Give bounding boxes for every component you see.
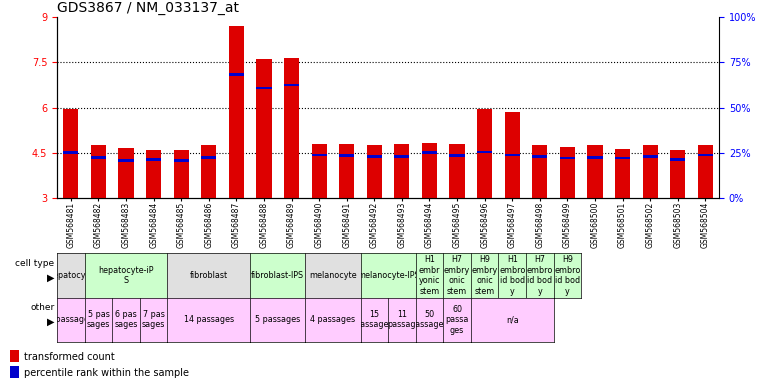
- Bar: [698, 145, 713, 198]
- Bar: [477, 109, 492, 198]
- Text: melanocyte: melanocyte: [309, 271, 357, 280]
- Bar: [311, 144, 326, 198]
- Bar: [10, 366, 19, 379]
- Text: GDS3867 / NM_033137_at: GDS3867 / NM_033137_at: [57, 1, 239, 15]
- Bar: [670, 150, 686, 198]
- Bar: [256, 60, 272, 198]
- Text: 5 passages: 5 passages: [255, 315, 301, 324]
- Text: 15
passages: 15 passages: [355, 310, 393, 329]
- Bar: [339, 154, 355, 157]
- Bar: [119, 148, 134, 198]
- Bar: [119, 159, 134, 162]
- Bar: [10, 350, 19, 362]
- Bar: [450, 144, 465, 198]
- Text: cell type: cell type: [15, 259, 55, 268]
- Bar: [587, 156, 603, 159]
- Bar: [339, 144, 355, 198]
- Text: melanocyte-IPS: melanocyte-IPS: [357, 271, 419, 280]
- Bar: [146, 150, 161, 198]
- Text: ▶: ▶: [47, 273, 55, 283]
- Bar: [91, 145, 106, 198]
- Bar: [615, 157, 630, 159]
- Text: hepatocyte-iP
S: hepatocyte-iP S: [98, 266, 154, 285]
- Bar: [201, 145, 216, 198]
- Bar: [450, 154, 465, 157]
- Text: H7
embro
id bod
y: H7 embro id bod y: [527, 255, 553, 296]
- Text: H1
embro
id bod
y: H1 embro id bod y: [499, 255, 525, 296]
- Bar: [560, 157, 575, 159]
- Text: other: other: [30, 303, 55, 312]
- Text: 0 passages: 0 passages: [48, 315, 94, 324]
- Bar: [367, 145, 382, 198]
- Bar: [146, 158, 161, 161]
- Bar: [91, 156, 106, 159]
- Bar: [615, 149, 630, 198]
- Bar: [284, 84, 299, 86]
- Bar: [477, 151, 492, 153]
- Bar: [532, 145, 547, 198]
- Bar: [174, 150, 189, 198]
- Text: H9
embry
onic
stem: H9 embry onic stem: [472, 255, 498, 296]
- Bar: [560, 147, 575, 198]
- Bar: [63, 151, 78, 154]
- Bar: [505, 112, 520, 198]
- Bar: [422, 151, 437, 154]
- Bar: [367, 155, 382, 157]
- Bar: [229, 73, 244, 76]
- Bar: [505, 154, 520, 156]
- Bar: [587, 145, 603, 198]
- Text: H7
embry
onic
stem: H7 embry onic stem: [444, 255, 470, 296]
- Bar: [174, 159, 189, 162]
- Text: hepatocyte: hepatocyte: [48, 271, 94, 280]
- Bar: [201, 156, 216, 159]
- Text: 14 passages: 14 passages: [183, 315, 234, 324]
- Bar: [256, 87, 272, 89]
- Text: ▶: ▶: [47, 317, 55, 327]
- Bar: [394, 144, 409, 198]
- Bar: [642, 155, 658, 157]
- Text: n/a: n/a: [506, 315, 519, 324]
- Text: 7 pas
sages: 7 pas sages: [142, 310, 165, 329]
- Bar: [698, 154, 713, 156]
- Bar: [532, 155, 547, 157]
- Bar: [394, 155, 409, 157]
- Bar: [422, 143, 437, 198]
- Text: 6 pas
sages: 6 pas sages: [114, 310, 138, 329]
- Text: 60
passa
ges: 60 passa ges: [445, 305, 469, 334]
- Bar: [670, 158, 686, 161]
- Text: fibroblast: fibroblast: [189, 271, 228, 280]
- Bar: [311, 154, 326, 156]
- Text: transformed count: transformed count: [24, 352, 114, 362]
- Text: 5 pas
sages: 5 pas sages: [87, 310, 110, 329]
- Bar: [63, 109, 78, 198]
- Text: fibroblast-IPS: fibroblast-IPS: [251, 271, 304, 280]
- Bar: [284, 58, 299, 198]
- Bar: [642, 145, 658, 198]
- Text: percentile rank within the sample: percentile rank within the sample: [24, 367, 189, 377]
- Text: H1
embr
yonic
stem: H1 embr yonic stem: [419, 255, 441, 296]
- Text: 11
passag: 11 passag: [387, 310, 416, 329]
- Text: 50
passages: 50 passages: [411, 310, 448, 329]
- Text: H9
embro
id bod
y: H9 embro id bod y: [554, 255, 581, 296]
- Bar: [229, 26, 244, 198]
- Text: 4 passages: 4 passages: [310, 315, 355, 324]
